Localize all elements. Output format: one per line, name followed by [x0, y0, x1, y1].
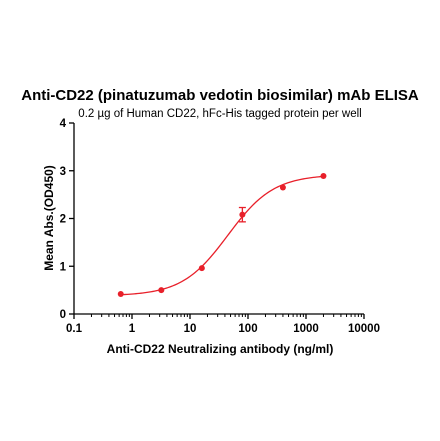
y-tick-label: 4	[60, 118, 67, 130]
data-point	[279, 184, 286, 191]
x-tick-label: 1	[129, 323, 136, 335]
x-axis-label: Anti-CD22 Neutralizing antibody (ng/ml)	[107, 342, 334, 356]
data-point	[117, 290, 124, 297]
plot-area	[117, 173, 327, 297]
data-point	[198, 265, 205, 272]
y-tick-label: 3	[60, 166, 66, 178]
x-ticks: 0.1 1 10 100 1000 10000	[66, 314, 380, 335]
fit-curve	[120, 175, 324, 296]
data-point	[239, 211, 246, 218]
y-tick-label: 1	[60, 261, 67, 273]
chart-title: Anti-CD22 (pinatuzumab vedotin biosimila…	[21, 87, 419, 104]
y-axis-label: Mean Abs.(OD450)	[42, 165, 56, 271]
y-ticks: 0 1 2 3 4	[60, 118, 74, 321]
x-tick-label: 10000	[348, 323, 380, 335]
x-tick-label: 1000	[293, 323, 319, 335]
x-tick-label: 10	[184, 323, 197, 335]
axes	[73, 123, 364, 315]
x-tick-label: 100	[238, 323, 257, 335]
data-point	[320, 173, 327, 180]
data-point	[158, 287, 165, 294]
y-tick-label: 0	[60, 309, 66, 321]
x-tick-label: 0.1	[66, 323, 83, 335]
y-tick-label: 2	[60, 214, 66, 226]
chart-subtitle: 0.2 µg of Human CD22, hFc-His tagged pro…	[78, 108, 361, 120]
